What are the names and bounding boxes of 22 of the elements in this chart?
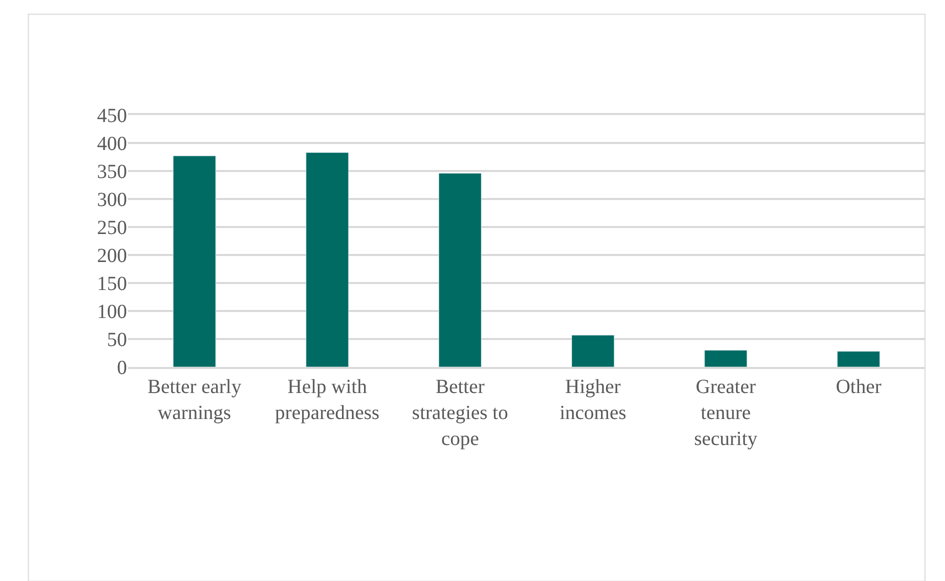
y-tick-label: 400 [97,133,127,155]
y-tick-label: 350 [97,161,127,183]
x-tick-label: Greater tenure security [694,376,758,450]
x-tick-label: Higher incomes [560,376,626,424]
y-tick-label: 250 [97,217,127,239]
bar [837,351,880,367]
bar [172,156,216,367]
x-tick-label: Better strategies to cope [412,376,508,450]
bar [306,152,349,367]
y-tick-label: 150 [97,273,127,295]
y-tick-label: 50 [107,329,127,351]
bar [438,172,482,367]
y-tick-label: 300 [97,189,127,211]
bar [704,350,748,367]
y-tick-label: 200 [97,245,127,267]
bar [571,334,614,367]
x-tick-label: Better early warnings [148,376,242,424]
x-tick-label: Help with preparedness [275,376,380,424]
x-tick-label: Other [836,376,882,398]
y-tick-label: 0 [117,357,127,379]
y-tick-label: 100 [97,301,127,323]
y-tick-label: 450 [97,105,127,127]
